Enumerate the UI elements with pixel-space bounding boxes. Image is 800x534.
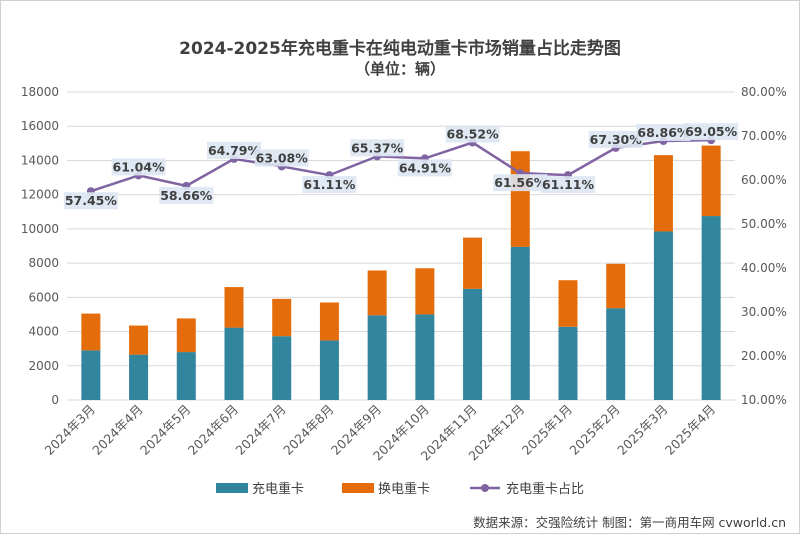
legend: 充电重卡 换电重卡 充电重卡占比 bbox=[0, 478, 800, 497]
legend-label-swap: 换电重卡 bbox=[377, 482, 430, 497]
legend-line-marker-icon bbox=[470, 483, 500, 492]
bar-swap bbox=[81, 313, 101, 351]
bar-charging bbox=[319, 340, 339, 400]
legend-item-share: 充电重卡占比 bbox=[468, 478, 584, 497]
share-label: 61.11% bbox=[303, 177, 356, 192]
share-label-bg bbox=[684, 123, 739, 141]
legend-item-charging: 充电重卡 bbox=[215, 478, 304, 497]
source-note: 数据来源：交强险统计 制图：第一商用车网 cvworld.cn bbox=[473, 515, 786, 530]
bar-swap bbox=[701, 145, 721, 217]
y-tick-label: 16000 bbox=[21, 119, 59, 133]
chart-subtitle: （单位：辆） bbox=[354, 60, 445, 78]
y-tick-label: 6000 bbox=[28, 290, 59, 304]
x-tick-label: 2024年6月 bbox=[185, 402, 241, 458]
bar-charging bbox=[701, 216, 721, 400]
share-label-bg bbox=[636, 124, 691, 142]
x-tick-label: 2025年4月 bbox=[662, 402, 718, 458]
share-label: 67.30% bbox=[590, 132, 643, 147]
bar-charging bbox=[510, 246, 530, 400]
legend-swatch-charging bbox=[215, 482, 248, 493]
share-label-bg bbox=[302, 176, 357, 194]
legend-label-share: 充电重卡占比 bbox=[506, 482, 585, 497]
share-label: 58.66% bbox=[160, 188, 213, 203]
bar-swap bbox=[463, 237, 483, 289]
bar-charging bbox=[224, 327, 244, 400]
bar-swap bbox=[224, 287, 244, 328]
legend-item-swap: 换电重卡 bbox=[341, 478, 430, 497]
legend-label-charging: 充电重卡 bbox=[251, 482, 304, 497]
bar-charging bbox=[81, 350, 101, 400]
bar-charging bbox=[367, 315, 387, 400]
share-label-bg bbox=[63, 192, 118, 210]
y2-tick-label: 20.00% bbox=[741, 349, 787, 363]
share-label-bg bbox=[254, 149, 309, 167]
x-tick-label: 2025年2月 bbox=[566, 402, 622, 458]
share-label: 68.52% bbox=[447, 127, 500, 142]
y2-tick-label: 40.00% bbox=[741, 261, 787, 275]
bar-charging bbox=[606, 308, 626, 400]
share-label-bg bbox=[159, 186, 214, 204]
y2-tick-label: 50.00% bbox=[741, 217, 787, 231]
bar-swap bbox=[606, 263, 626, 309]
y2-tick-label: 30.00% bbox=[741, 305, 787, 319]
y2-tick-label: 10.00% bbox=[741, 393, 787, 407]
y-tick-label: 14000 bbox=[21, 153, 59, 167]
share-label: 69.05% bbox=[685, 124, 738, 139]
bar-charging bbox=[129, 354, 149, 400]
chart-title: 2024-2025年充电重卡在纯电动重卡市场销量占比走势图 bbox=[179, 39, 621, 59]
bar-swap bbox=[176, 318, 196, 353]
y-tick-label: 10000 bbox=[21, 222, 59, 236]
bar-swap bbox=[558, 280, 578, 327]
share-label: 57.45% bbox=[65, 193, 118, 208]
share-label-bg bbox=[350, 139, 405, 157]
x-tick-label: 2024年8月 bbox=[280, 402, 336, 458]
share-label: 61.56% bbox=[494, 175, 547, 190]
bar-swap bbox=[319, 302, 339, 341]
bar-charging bbox=[272, 336, 292, 400]
share-label: 65.37% bbox=[351, 140, 404, 155]
share-label-bg bbox=[397, 159, 452, 177]
legend-swatch-swap bbox=[341, 482, 374, 493]
bar-swap bbox=[272, 298, 292, 337]
share-label: 61.04% bbox=[113, 159, 166, 174]
x-tick-label: 2024年4月 bbox=[89, 402, 145, 458]
bar-swap bbox=[415, 268, 435, 315]
bar-swap bbox=[510, 151, 530, 247]
y-tick-label: 18000 bbox=[21, 85, 59, 99]
share-label: 68.86% bbox=[637, 125, 690, 140]
bar-swap bbox=[367, 270, 387, 316]
x-tick-label: 2024年3月 bbox=[42, 402, 98, 458]
y-tick-label: 8000 bbox=[28, 256, 59, 270]
y-tick-label: 12000 bbox=[21, 188, 59, 202]
x-tick-label: 2024年5月 bbox=[137, 402, 193, 458]
y2-tick-label: 60.00% bbox=[741, 173, 787, 187]
y-tick-label: 4000 bbox=[28, 325, 59, 339]
y2-tick-label: 80.00% bbox=[741, 85, 787, 99]
bar-swap bbox=[129, 325, 149, 355]
x-tick-label: 2024年7月 bbox=[232, 402, 288, 458]
share-label-bg bbox=[541, 176, 595, 194]
share-label: 64.79% bbox=[208, 143, 261, 158]
share-label-bg bbox=[588, 130, 643, 148]
share-label: 63.08% bbox=[256, 150, 309, 165]
x-tick-label: 2025年3月 bbox=[614, 402, 670, 458]
bar-charging bbox=[176, 352, 196, 400]
share-label-bg bbox=[445, 125, 500, 143]
share-label-bg bbox=[493, 174, 548, 192]
share-label: 64.91% bbox=[399, 160, 452, 175]
share-line bbox=[90, 138, 712, 193]
y-tick-label: 2000 bbox=[28, 359, 59, 373]
bar-swap bbox=[653, 155, 673, 232]
bar-charging bbox=[653, 231, 673, 400]
share-label-bg bbox=[111, 158, 166, 176]
y-tick-label: 0 bbox=[51, 393, 59, 407]
x-tick-label: 2025年1月 bbox=[519, 402, 575, 458]
share-label-bg bbox=[207, 141, 261, 159]
bar-charging bbox=[415, 314, 435, 400]
bar-charging bbox=[558, 326, 578, 400]
y2-tick-label: 70.00% bbox=[741, 129, 787, 143]
share-label: 61.11% bbox=[542, 177, 595, 192]
bar-charging bbox=[463, 288, 483, 400]
